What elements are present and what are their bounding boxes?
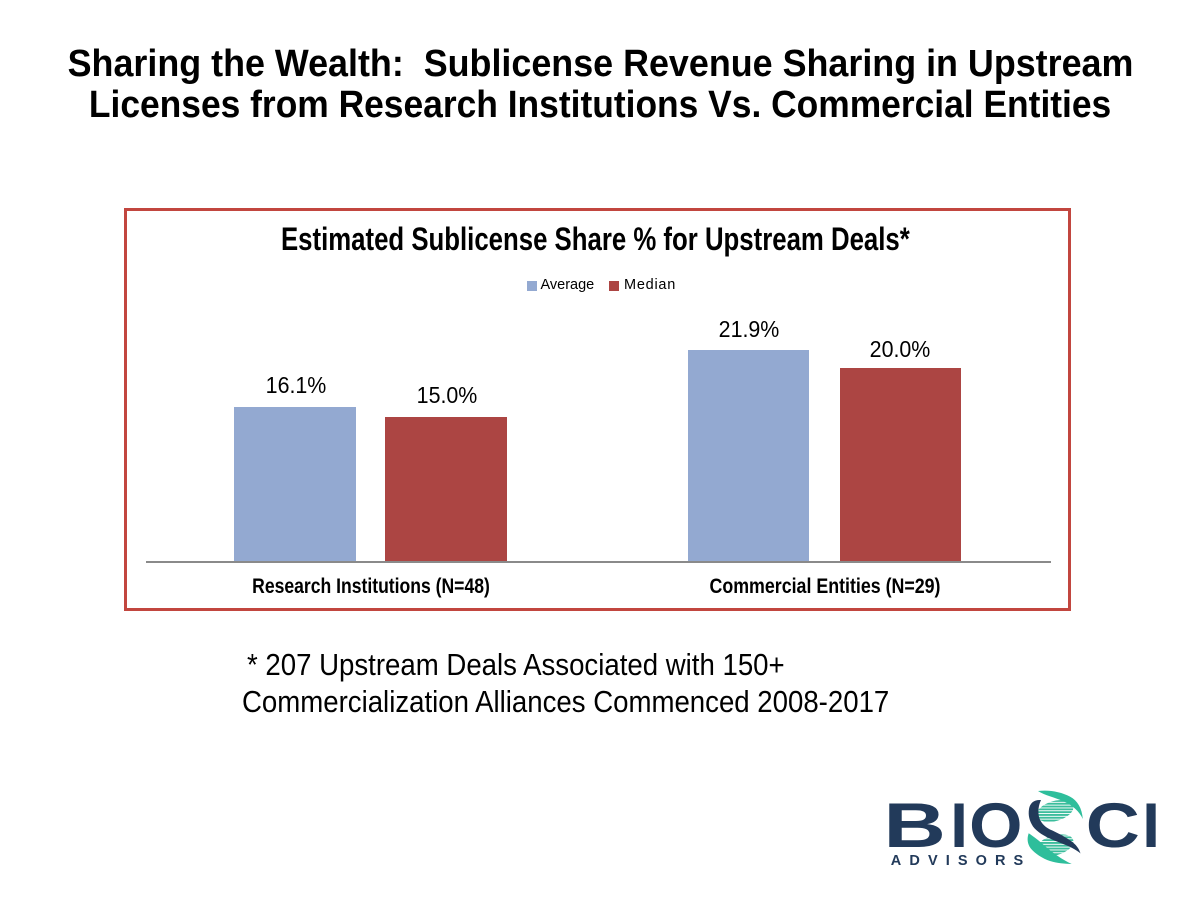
svg-text:I: I [950,791,968,861]
svg-text:ADVISORS: ADVISORS [891,853,1032,869]
svg-text:C: C [1086,789,1140,860]
svg-text:B: B [884,790,946,861]
svg-text:O: O [969,790,1022,861]
svg-text:I: I [1142,791,1160,861]
